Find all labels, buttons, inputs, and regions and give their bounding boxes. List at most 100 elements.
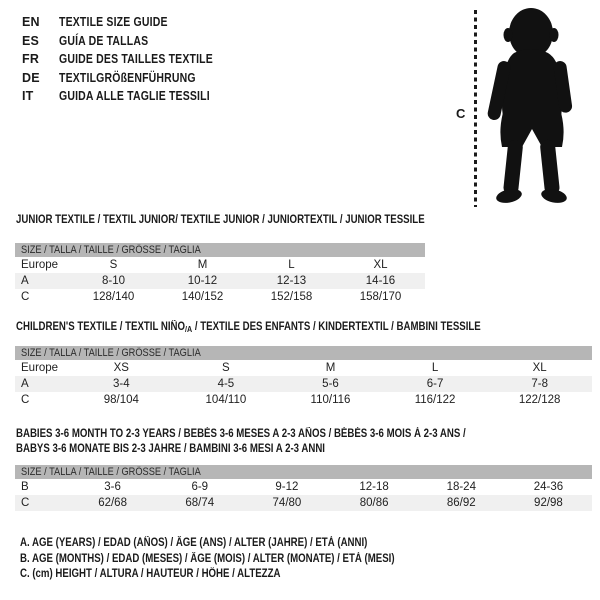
- size-value-cell: 68/74: [185, 497, 215, 509]
- size-value-cell: 104/110: [205, 394, 247, 406]
- lang-code: ES: [22, 33, 40, 48]
- lang-code: DE: [22, 70, 40, 85]
- size-value-cell: 86/92: [446, 497, 476, 509]
- babies-title-line2: BABYS 3-6 MONATE BIS 2-3 JAHRE / BAMBINI…: [16, 443, 325, 455]
- junior-table-title-text: JUNIOR TEXTILE / TEXTIL JUNIOR/ TEXTILE …: [16, 214, 425, 226]
- size-value-cell: 8-10: [101, 275, 126, 287]
- children-title-pre: CHILDREN'S TEXTILE / TEXTIL NIÑO: [16, 321, 186, 333]
- size-value-cell: 62/68: [98, 497, 127, 509]
- row-label-cell: B: [21, 481, 29, 493]
- size-table-header-label: SIZE / TALLA / TAILLE / GRÖSSE / TAGLIA: [21, 347, 201, 359]
- children-size-table: SIZE / TALLA / TAILLE / GRÖSSE / TAGLIA …: [15, 346, 592, 408]
- size-value-cell: 4-5: [217, 378, 235, 390]
- babies-size-table: SIZE / TALLA / TAILLE / GRÖSSE / TAGLIA …: [15, 465, 592, 511]
- lang-label: TEXTILGRÖßENFÜHRUNG: [59, 70, 196, 85]
- table-row: C 98/104 104/110 110/116 116/122 122/128: [15, 392, 592, 408]
- children-table-title-text: CHILDREN'S TEXTILE / TEXTIL NIÑO/A / TEX…: [16, 320, 481, 337]
- size-value-cell: 12-18: [359, 481, 389, 493]
- size-value-cell: XL: [532, 362, 547, 374]
- size-table-header-label: SIZE / TALLA / TAILLE / GRÖSSE / TAGLIA: [21, 244, 201, 256]
- size-value-cell: XL: [373, 259, 388, 271]
- size-table-header-bar: SIZE / TALLA / TAILLE / GRÖSSE / TAGLIA: [15, 243, 425, 257]
- footnote-a: A. AGE (YEARS) / EDAD (AÑOS) / ÂGE (ANS)…: [20, 536, 466, 552]
- lang-row-es: ES GUÍA DE TALLAS: [22, 32, 242, 51]
- lang-code: EN: [22, 15, 40, 30]
- lang-row-fr: FR GUIDE DES TAILLES TEXTILE: [22, 50, 242, 69]
- size-value-cell: 6-9: [191, 481, 209, 493]
- footnote-b: B. AGE (MONTHS) / EDAD (MESES) / ÂGE (MO…: [20, 552, 466, 568]
- size-value-cell: 128/140: [92, 291, 135, 303]
- size-value-cell: 74/80: [272, 497, 302, 509]
- size-value-cell: 3-4: [112, 378, 130, 390]
- language-title-list: EN TEXTILE SIZE GUIDE ES GUÍA DE TALLAS …: [22, 13, 242, 106]
- table-row: B 3-6 6-9 9-12 12-18 18-24 24-36: [15, 479, 592, 495]
- size-value-cell: L: [288, 259, 295, 271]
- size-value-cell: 110/116: [310, 394, 351, 406]
- size-value-cell: 92/98: [534, 497, 563, 509]
- row-label-cell: C: [21, 394, 30, 406]
- size-value-cell: 140/152: [181, 291, 224, 303]
- footnote-c: C. (cm) HEIGHT / ALTURA / HAUTEUR / HÖHE…: [20, 567, 466, 583]
- junior-table-rows: Europe S M L XL A 8-10 10-12 12-13 14-16 C 128/140 1…: [15, 257, 425, 305]
- children-title-subscript: /A: [185, 324, 193, 334]
- lang-code: IT: [22, 89, 34, 104]
- size-value-cell: 6-7: [426, 378, 444, 390]
- baby-silhouette: [487, 8, 573, 203]
- size-value-cell: 116/122: [414, 394, 456, 406]
- junior-table-title: JUNIOR TEXTILE / TEXTIL JUNIOR/ TEXTILE …: [16, 213, 502, 228]
- size-value-cell: 12-13: [276, 275, 307, 287]
- footnote-c-text: C. (cm) HEIGHT / ALTURA / HAUTEUR / HÖHE…: [20, 568, 281, 580]
- row-label-cell: A: [21, 378, 29, 390]
- table-row: Europe XS S M L XL: [15, 360, 592, 376]
- lang-row-en: EN TEXTILE SIZE GUIDE: [22, 13, 242, 32]
- lang-row-it: IT GUIDA ALLE TAGLIE TESSILI: [22, 87, 242, 106]
- size-value-cell: 158/170: [359, 291, 402, 303]
- row-label-cell: C: [21, 497, 30, 509]
- size-table-header-label: SIZE / TALLA / TAILLE / GRÖSSE / TAGLIA: [21, 466, 201, 478]
- table-row: C 62/68 68/74 74/80 80/86 86/92 92/98: [15, 495, 592, 511]
- footnote-b-text: B. AGE (MONTHS) / EDAD (MESES) / ÂGE (MO…: [20, 552, 395, 565]
- size-value-cell: 10-12: [187, 275, 218, 287]
- size-value-cell: 80/86: [359, 497, 389, 509]
- size-value-cell: 5-6: [322, 378, 339, 390]
- size-table-header-bar: SIZE / TALLA / TAILLE / GRÖSSE / TAGLIA: [15, 346, 592, 360]
- size-value-cell: 18-24: [446, 481, 476, 493]
- size-value-cell: S: [109, 259, 118, 271]
- lang-label: GUIDE DES TAILLES TEXTILE: [59, 52, 213, 67]
- babies-table-title: BABIES 3-6 MONTH TO 2-3 YEARS / BEBÉS 3-…: [16, 427, 551, 457]
- children-table-title: CHILDREN'S TEXTILE / TEXTIL NIÑO/A / TEX…: [16, 320, 569, 337]
- row-label-cell: A: [21, 275, 29, 287]
- footnote-a-text: A. AGE (YEARS) / EDAD (AÑOS) / ÂGE (ANS)…: [20, 537, 368, 549]
- size-value-cell: S: [222, 362, 230, 374]
- children-title-post: / TEXTILE DES ENFANTS / KINDERTEXTIL / B…: [192, 321, 481, 333]
- children-table-rows: Europe XS S M L XL A 3-4 4-5 5-6 6-7 7-8 C 98/104 104/…: [15, 360, 592, 408]
- junior-size-table: SIZE / TALLA / TAILLE / GRÖSSE / TAGLIA …: [15, 243, 425, 305]
- table-row: A 3-4 4-5 5-6 6-7 7-8: [15, 376, 592, 392]
- lang-label: TEXTILE SIZE GUIDE: [59, 15, 168, 30]
- table-row: A 8-10 10-12 12-13 14-16: [15, 273, 425, 289]
- size-value-cell: L: [431, 362, 439, 374]
- babies-title-line1: BABIES 3-6 MONTH TO 2-3 YEARS / BEBÉS 3-…: [16, 428, 466, 440]
- size-table-header-bar: SIZE / TALLA / TAILLE / GRÖSSE / TAGLIA: [15, 465, 592, 479]
- lang-label: GUIDA ALLE TAGLIE TESSILI: [59, 89, 210, 104]
- lang-label: GUÍA DE TALLAS: [59, 33, 149, 48]
- size-value-cell: M: [325, 362, 336, 374]
- size-value-cell: 98/104: [103, 394, 139, 406]
- size-value-cell: M: [197, 259, 208, 271]
- table-row: Europe S M L XL: [15, 257, 425, 273]
- lang-code: FR: [22, 52, 40, 67]
- babies-table-rows: B 3-6 6-9 9-12 12-18 18-24 24-36 C 62/68 68/74 74/…: [15, 479, 592, 511]
- row-label-cell: Europe: [21, 259, 59, 271]
- size-value-cell: 7-8: [531, 378, 548, 390]
- size-value-cell: 24-36: [533, 481, 564, 493]
- lang-row-de: DE TEXTILGRÖßENFÜHRUNG: [22, 69, 242, 88]
- size-value-cell: 14-16: [365, 275, 396, 287]
- row-label-cell: Europe: [21, 362, 59, 374]
- height-measure-dashed-line: [474, 10, 477, 207]
- footnotes: A. AGE (YEARS) / EDAD (AÑOS) / ÂGE (ANS)…: [20, 536, 466, 583]
- table-row: C 128/140 140/152 152/158 158/170: [15, 289, 425, 305]
- size-value-cell: 122/128: [518, 394, 561, 406]
- row-label-cell: C: [21, 291, 30, 303]
- size-value-cell: 9-12: [275, 481, 299, 493]
- size-value-cell: XS: [113, 362, 129, 374]
